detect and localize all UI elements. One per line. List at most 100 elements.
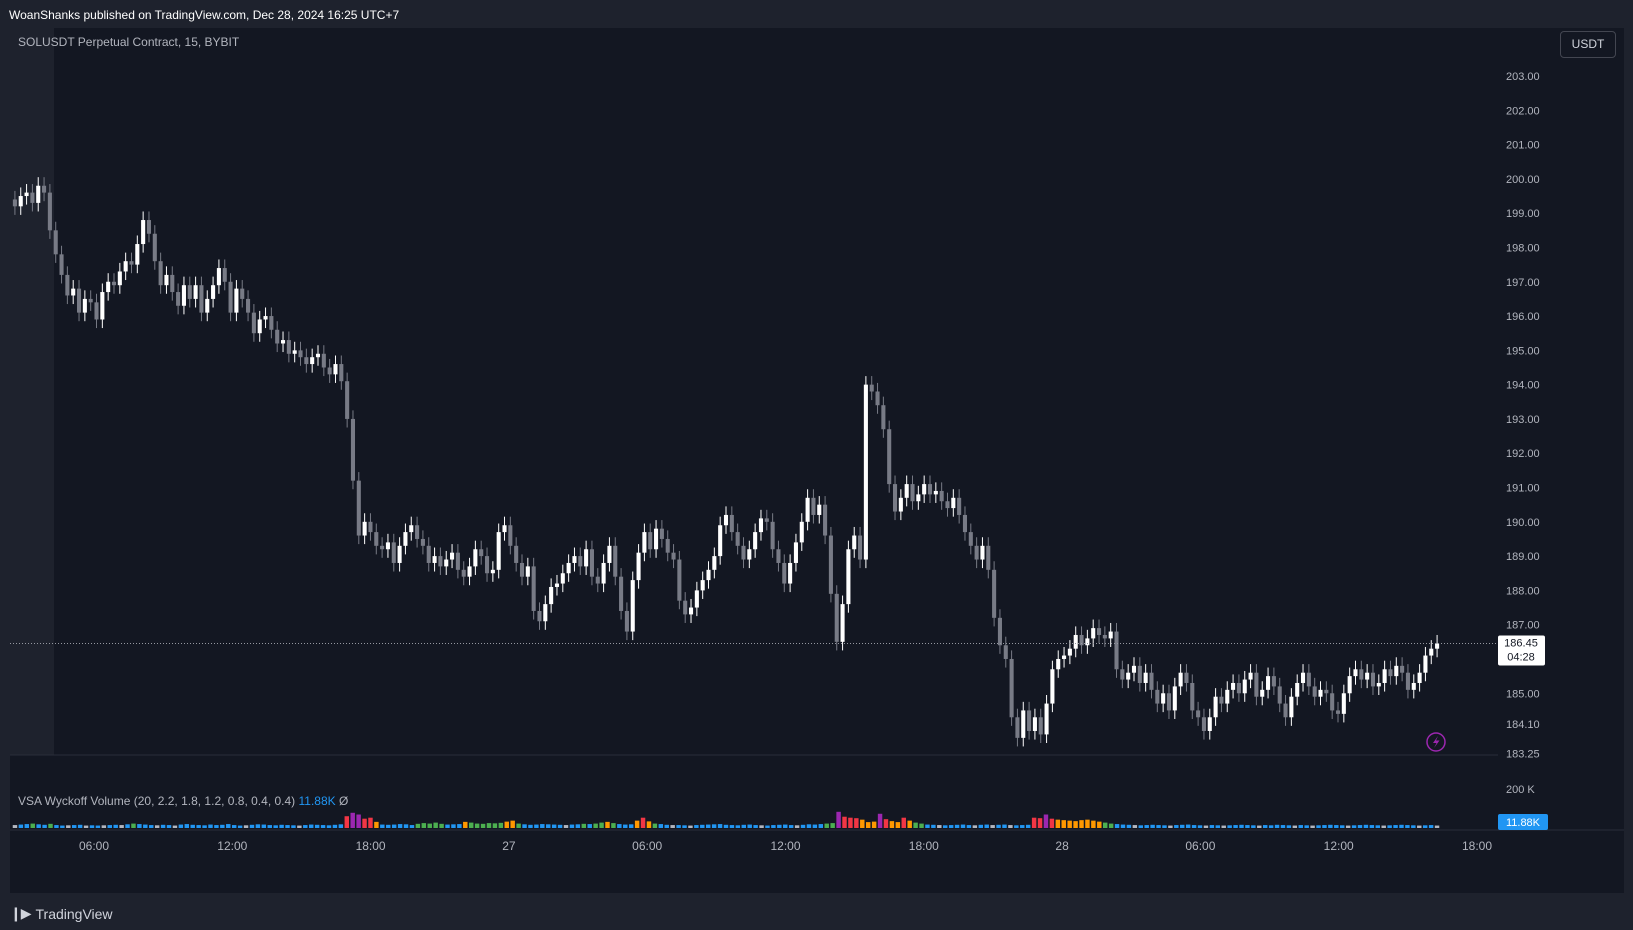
volume-bar: [777, 824, 782, 828]
time-tick: 18:00: [356, 839, 386, 853]
volume-bar: [374, 821, 379, 828]
volume-bar: [1102, 822, 1108, 828]
price-axis[interactable]: 203.00 202.00 201.00 200.00 199.00 198.00 197.…: [1506, 71, 1540, 760]
candle-body: [922, 484, 927, 495]
candle-body: [1213, 696, 1218, 718]
candle-body: [1417, 672, 1422, 683]
volume-bar: [231, 825, 237, 828]
volume-bar: [1108, 823, 1114, 828]
volume-bar: [338, 824, 344, 828]
candle-body: [12, 199, 17, 207]
candle-body: [1155, 689, 1160, 704]
candle-body: [747, 549, 752, 560]
volume-bar: [1203, 825, 1209, 828]
current-price-label: 186.45 04:28: [1498, 635, 1545, 666]
volume-bar: [1304, 825, 1309, 828]
candle-body: [1394, 665, 1399, 677]
candle-body: [94, 302, 99, 320]
candle-body: [1073, 634, 1078, 649]
volume-legend[interactable]: VSA Wyckoff Volume (20, 2.2, 1.8, 1.2, 0…: [18, 794, 348, 808]
candle-body: [846, 549, 851, 605]
candle-body: [467, 566, 472, 577]
session-highlight: [10, 28, 54, 755]
candle-body: [828, 535, 833, 594]
candle-body: [1114, 631, 1119, 670]
volume-bar: [706, 824, 711, 828]
volume-bar: [948, 825, 954, 828]
time-axis[interactable]: 06:00 12:00 18:00 27 06:00 12:00 18:00 28 06:00 1…: [79, 839, 1492, 853]
candle-body: [1032, 717, 1037, 731]
volume-bar: [344, 816, 350, 828]
volume-bar: [303, 825, 308, 828]
volume-bar: [1227, 825, 1232, 828]
volume-bar: [249, 824, 255, 828]
price-tick: 195.00: [1506, 345, 1540, 357]
volume-bar: [806, 824, 812, 828]
candle-body: [1347, 676, 1352, 694]
candle-body: [671, 552, 676, 560]
volume-bar: [812, 824, 818, 828]
tradingview-logo[interactable]: ❙▶ TradingView: [10, 905, 113, 922]
volume-bar: [860, 819, 865, 828]
time-tick: 12:00: [217, 839, 247, 853]
candle-body: [677, 559, 682, 601]
volume-bar: [415, 823, 421, 828]
candle-body: [1231, 682, 1236, 690]
volume-legend-label: VSA Wyckoff Volume (20, 2.2, 1.8, 1.2, 0…: [18, 794, 296, 808]
candle-body: [1207, 717, 1212, 731]
volume-bar: [966, 825, 972, 828]
volume-bar: [913, 822, 918, 828]
candle-body: [764, 518, 769, 522]
candle-body: [927, 484, 933, 495]
lightning-icon[interactable]: [1426, 732, 1446, 752]
candle-body: [240, 288, 245, 299]
volume-bar: [747, 824, 752, 828]
candle-body: [426, 545, 431, 563]
candle-body: [788, 562, 793, 584]
volume-bar: [943, 825, 948, 828]
volume-bar: [172, 825, 178, 828]
volume-bar: [1387, 825, 1392, 828]
volume-bar: [676, 825, 681, 828]
candle-body: [141, 220, 146, 245]
volume-bar: [753, 825, 758, 828]
candle-body: [1283, 703, 1288, 718]
candle-body: [1161, 693, 1166, 704]
volume-bar: [599, 822, 604, 828]
volume-bar: [1334, 825, 1339, 828]
volume-bar: [1310, 825, 1315, 828]
volume-bar: [190, 824, 195, 828]
volume-bar: [717, 824, 723, 828]
volume-bar: [1422, 825, 1428, 828]
volume-bar: [640, 817, 646, 828]
candle-body: [1137, 665, 1142, 683]
volume-bar: [889, 821, 895, 828]
time-tick: 28: [1055, 839, 1069, 853]
chart-canvas[interactable]: 203.00 202.00 201.00 200.00 199.00 198.00 197.…: [10, 28, 1624, 893]
candle-body: [1067, 648, 1072, 656]
current-price-value: 186.45: [1504, 638, 1538, 650]
volume-bar: [77, 824, 83, 828]
volume-bar: [587, 824, 592, 828]
candle-body: [315, 353, 321, 358]
candle-body: [269, 316, 274, 330]
candle-body: [135, 244, 140, 265]
volume-bar: [895, 822, 901, 828]
chart-frame[interactable]: 203.00 202.00 201.00 200.00 199.00 198.00 197.…: [10, 28, 1624, 893]
volume-bar: [48, 823, 53, 828]
candle-body: [1079, 634, 1084, 646]
currency-button[interactable]: USDT: [1560, 31, 1616, 58]
candle-body: [82, 298, 87, 313]
symbol-title[interactable]: SOLUSDT Perpetual Contract, 15, BYBIT: [18, 35, 240, 49]
volume-bar: [741, 824, 746, 828]
volume-bar: [1191, 825, 1197, 828]
candle-body: [700, 580, 705, 591]
candle-body: [776, 549, 781, 563]
time-tick: 06:00: [79, 839, 109, 853]
volume-bar: [1209, 825, 1215, 828]
volume-bar: [984, 824, 989, 828]
candle-body: [1096, 628, 1102, 635]
candle-body: [275, 329, 280, 344]
volume-bar: [854, 818, 859, 828]
candle-body: [350, 418, 356, 481]
